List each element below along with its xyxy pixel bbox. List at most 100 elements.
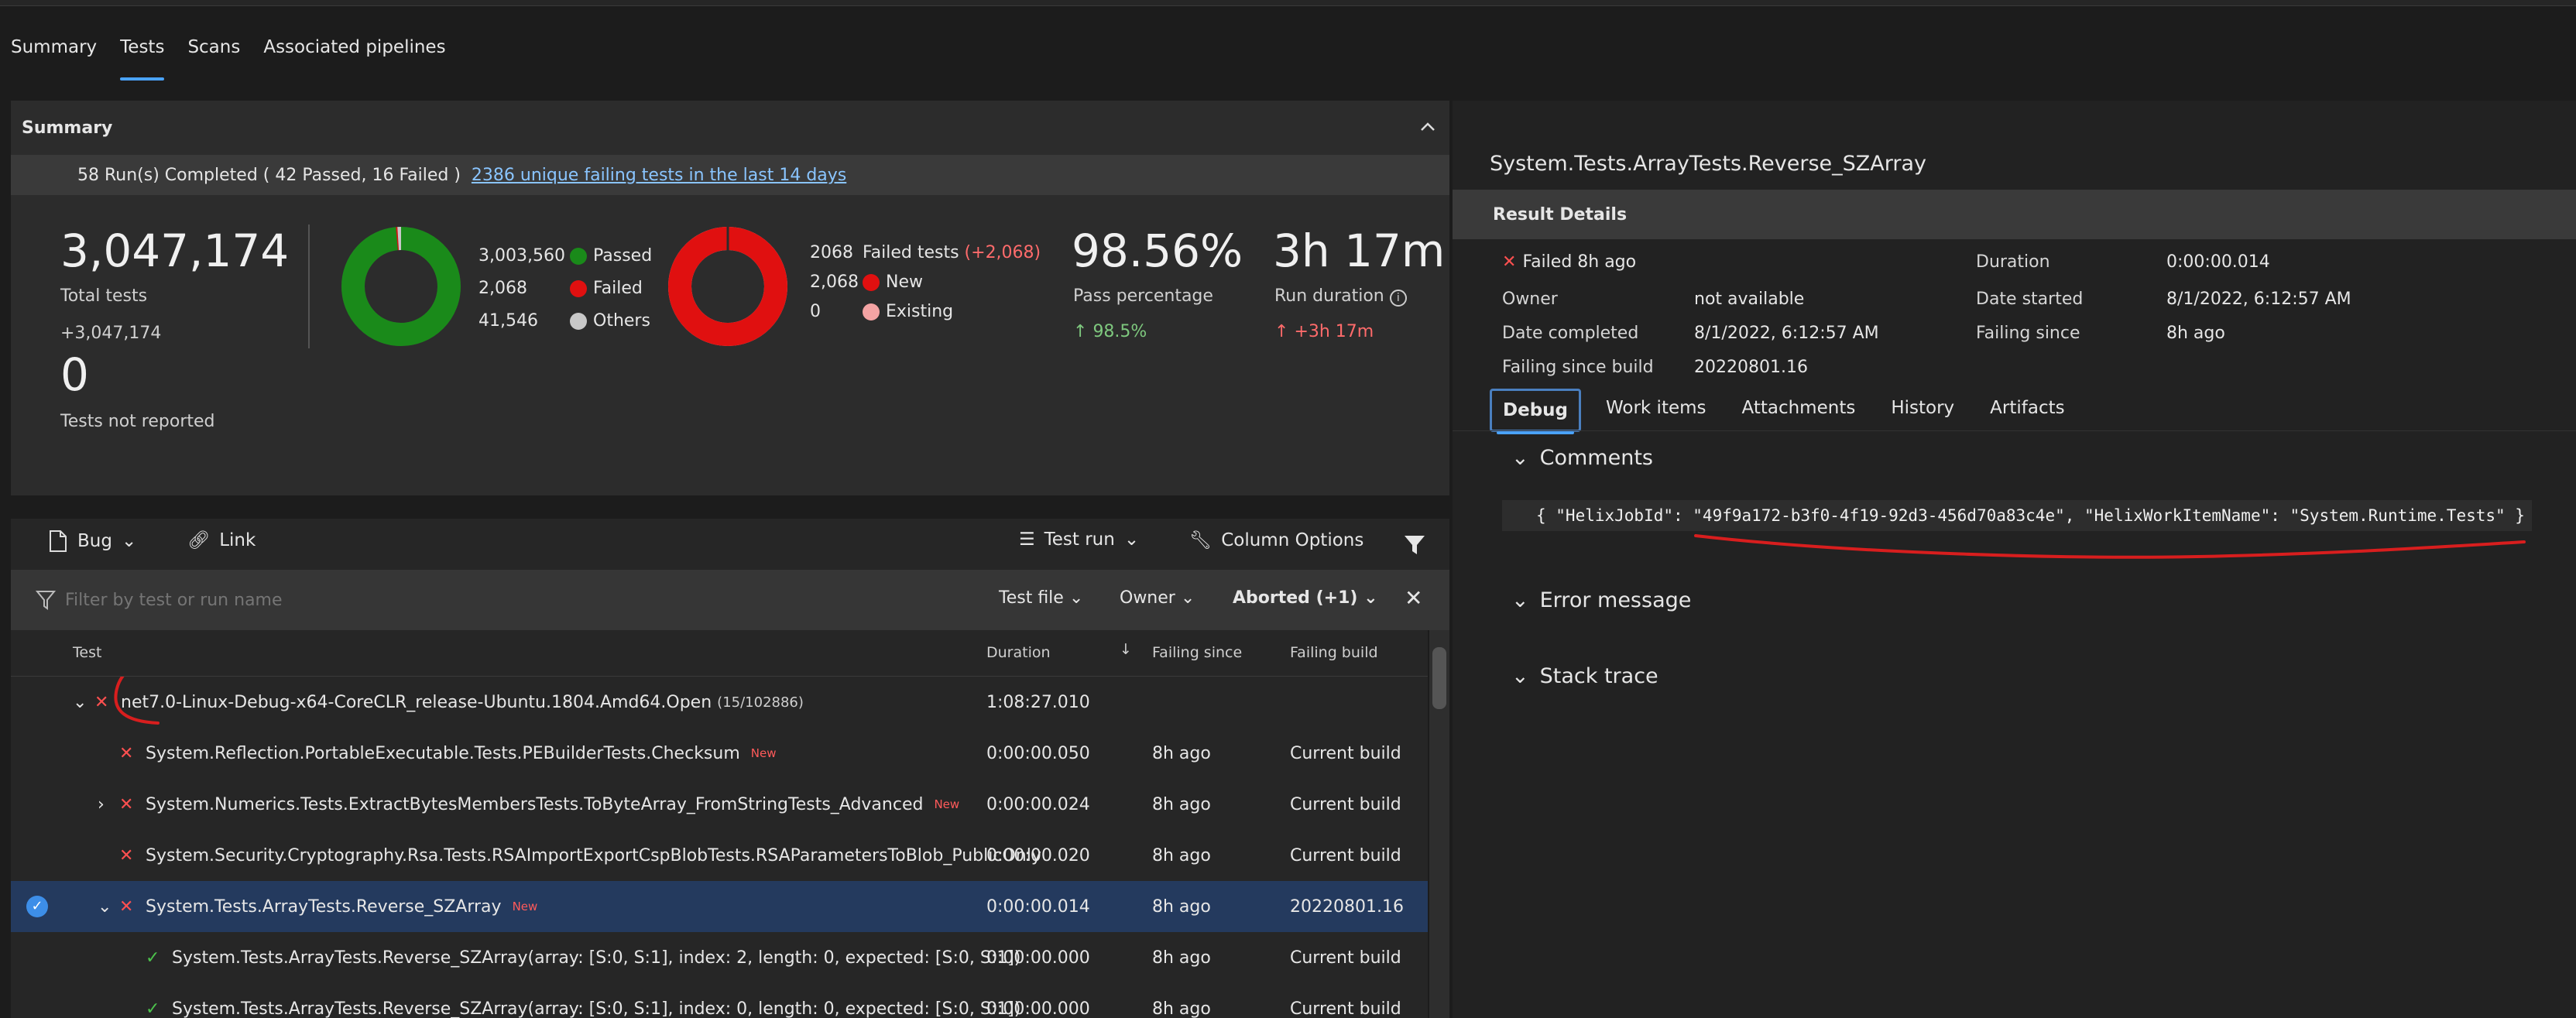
table-row[interactable]: › ✕ System.Numerics.Tests.ExtractBytesMe…: [11, 779, 1428, 830]
new-dot: [863, 274, 880, 291]
result-details-header: Result Details: [1453, 190, 2576, 239]
tabs-divider: [1453, 430, 2576, 431]
comment-box: { "HelixJobId": "49f9a172-b3f0-4f19-92d3…: [1502, 500, 2532, 531]
selected-check-icon[interactable]: ✓: [26, 881, 48, 932]
test-failing-build: Current build: [1290, 999, 1401, 1018]
expand-chevron-icon[interactable]: ›: [98, 794, 105, 814]
comments-section-toggle[interactable]: ⌄ Comments: [1511, 446, 1653, 470]
scrollbar-thumb[interactable]: [1432, 647, 1446, 709]
chevron-up-icon[interactable]: [1417, 116, 1439, 138]
col-duration[interactable]: Duration: [986, 644, 1051, 661]
chevron-down-icon: ⌄: [1123, 530, 1140, 550]
test-duration: 0:00:00.024: [986, 794, 1090, 814]
failed-x-icon: ✕: [119, 845, 134, 865]
table-row[interactable]: ✓ System.Tests.ArrayTests.Reverse_SZArra…: [11, 983, 1428, 1018]
table-row[interactable]: ✕ System.Reflection.PortableExecutable.T…: [11, 728, 1428, 779]
expand-chevron-icon[interactable]: ⌄: [73, 692, 87, 712]
divider: [308, 225, 310, 348]
clear-filter-icon[interactable]: ✕: [1405, 585, 1423, 611]
legend-passed-label: Passed: [593, 246, 653, 266]
legend-others: Others: [570, 311, 650, 331]
col-test[interactable]: Test: [73, 644, 102, 661]
tab-history[interactable]: History: [1891, 398, 1955, 418]
column-options-button[interactable]: 🔧︎ Column Options: [1189, 530, 1363, 551]
tab-work-items[interactable]: Work items: [1606, 398, 1706, 418]
failed-x-icon: ✕: [1502, 252, 1517, 272]
legend-new: New: [863, 272, 923, 292]
test-duration: 0:00:00.000: [986, 999, 1090, 1018]
result-details-label: Result Details: [1493, 204, 1628, 225]
filter-input[interactable]: [65, 584, 607, 616]
legend-new-label: New: [886, 272, 923, 292]
legend-others-label: Others: [593, 311, 650, 331]
total-tests-label: Total tests: [60, 286, 148, 306]
link-button[interactable]: 🔗︎ Link: [187, 530, 256, 551]
new-tag: New: [512, 900, 538, 913]
table-row[interactable]: ✓ System.Tests.ArrayTests.Reverse_SZArra…: [11, 932, 1428, 983]
wrench-icon: 🔧︎: [1189, 530, 1213, 550]
tab-associated-pipelines[interactable]: Associated pipelines: [263, 37, 446, 57]
filter-bar: Test file ⌄ Owner ⌄ Aborted (+1) ⌄ ✕: [11, 570, 1449, 630]
test-failing-build: Current build: [1290, 794, 1401, 814]
failed-x-icon: ✕: [94, 692, 109, 712]
chevron-down-icon: ⌄: [1511, 664, 1529, 688]
test-duration: 0:00:00.000: [986, 948, 1090, 968]
col-failing-since[interactable]: Failing since: [1152, 644, 1243, 661]
date-completed-label: Date completed: [1502, 324, 1639, 343]
tab-scans[interactable]: Scans: [187, 37, 241, 57]
col-failing-build[interactable]: Failing build: [1290, 644, 1378, 661]
link-label: Link: [219, 530, 256, 550]
passed-count: 3,003,560: [478, 246, 565, 266]
stack-trace-section-toggle[interactable]: ⌄ Stack trace: [1511, 664, 1658, 688]
passed-check-icon: ✓: [146, 948, 160, 968]
summary-header: Summary: [11, 101, 1449, 155]
outcome-donut-hole: [365, 251, 437, 322]
chevron-down-icon: ⌄: [1363, 588, 1378, 608]
run-delta: ↑ +3h 17m: [1274, 322, 1374, 341]
tab-artifacts[interactable]: Artifacts: [1990, 398, 2065, 418]
result-status: ✕ Failed 8h ago: [1502, 252, 1636, 272]
owner-dropdown[interactable]: Owner ⌄: [1120, 588, 1195, 608]
test-failing-since: 8h ago: [1152, 999, 1211, 1018]
legend-failed: Failed: [570, 279, 643, 298]
tab-summary[interactable]: Summary: [11, 37, 98, 57]
sort-down-icon[interactable]: ↓: [1120, 641, 1132, 658]
table-row-selected[interactable]: ✓ ⌄ ✕ System.Tests.ArrayTests.Reverse_SZ…: [11, 881, 1428, 932]
stack-trace-label: Stack trace: [1539, 664, 1658, 688]
test-run-button[interactable]: ☰ Test run ⌄: [1019, 530, 1139, 550]
runs-completed-text: 58 Run(s) Completed ( 42 Passed, 16 Fail…: [77, 165, 461, 185]
table-row-group[interactable]: ⌄ ✕ net7.0-Linux-Debug-x64-CoreCLR_relea…: [11, 677, 1428, 728]
not-reported-label: Tests not reported: [60, 412, 215, 431]
existing-count: 0: [810, 302, 821, 321]
unique-failing-link[interactable]: 2386 unique failing tests in the last 14…: [471, 165, 847, 185]
test-name-text: System.Numerics.Tests.ExtractBytesMember…: [146, 794, 924, 814]
tab-debug[interactable]: Debug: [1490, 389, 1581, 434]
chevron-down-icon: ⌄: [121, 531, 137, 551]
outcome-dropdown[interactable]: Aborted (+1) ⌄: [1233, 588, 1378, 608]
date-completed-value: 8/1/2022, 6:12:57 AM: [1694, 324, 1879, 343]
others-count: 41,546: [478, 311, 538, 331]
list-icon: ☰: [1019, 530, 1035, 550]
expand-chevron-icon[interactable]: ⌄: [98, 896, 112, 917]
filter-icon[interactable]: [1403, 534, 1426, 556]
failing-since-build-value: 20220801.16: [1694, 358, 1808, 377]
test-name-text: System.Reflection.PortableExecutable.Tes…: [146, 743, 740, 763]
failed-total: 2068: [810, 243, 853, 262]
new-count: 2,068: [810, 272, 859, 292]
test-failing-since: 8h ago: [1152, 794, 1211, 814]
comments-label: Comments: [1539, 446, 1653, 470]
test-file-dropdown[interactable]: Test file ⌄: [999, 588, 1083, 608]
error-message-section-toggle[interactable]: ⌄ Error message: [1511, 588, 1691, 612]
failing-since-value: 8h ago: [2166, 324, 2225, 343]
failed-x-icon: ✕: [119, 743, 134, 763]
duration-value: 0:00:00.014: [2166, 252, 2270, 272]
bug-button[interactable]: Bug ⌄: [48, 530, 136, 553]
info-icon[interactable]: i: [1389, 290, 1407, 307]
table-row[interactable]: ✕ System.Security.Cryptography.Rsa.Tests…: [11, 830, 1428, 881]
tab-attachments[interactable]: Attachments: [1741, 398, 1856, 418]
donut-slice-new: [668, 227, 787, 346]
tab-tests[interactable]: Tests: [120, 37, 165, 84]
run-delta-value: +3h 17m: [1294, 322, 1374, 341]
failed-dot: [570, 280, 587, 297]
test-failing-since: 8h ago: [1152, 743, 1211, 763]
